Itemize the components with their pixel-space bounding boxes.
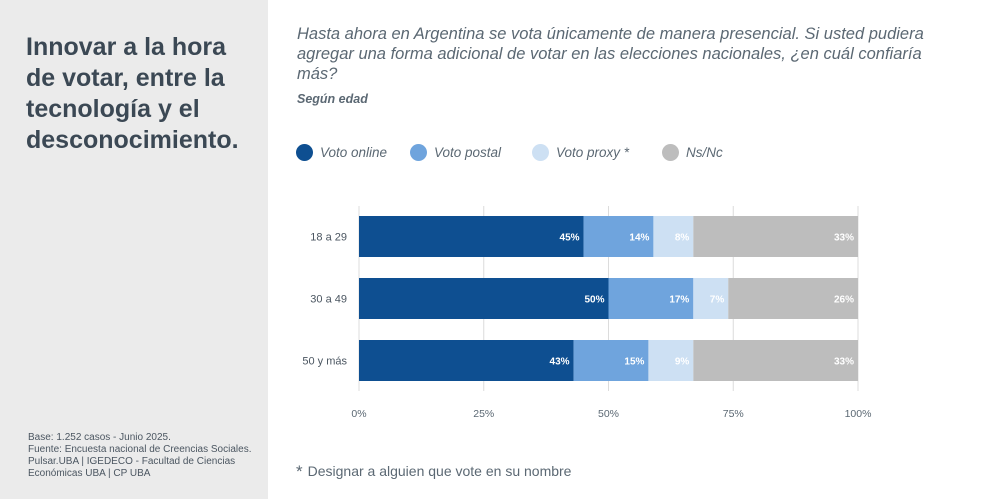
data-label: 9% [675, 357, 690, 368]
chart-subtitle: Según edad [297, 92, 368, 106]
data-label: 26% [834, 295, 854, 306]
data-label: 17% [669, 295, 689, 306]
bar-segment [728, 278, 858, 319]
legend-label-postal: Voto postal [434, 145, 502, 160]
bar-segment [653, 216, 694, 257]
category-label: 18 a 29 [310, 232, 347, 244]
data-label: 14% [629, 233, 649, 244]
footnote-star: * [296, 462, 303, 481]
bar-segment [693, 340, 858, 381]
footnote: * Designar a alguien que vote en su nombr… [296, 461, 571, 481]
bar-segment [693, 278, 729, 319]
chart-question: Hasta ahora en Argentina se vota únicame… [297, 25, 924, 83]
x-tick-label: 25% [473, 408, 494, 420]
bar-segment [359, 340, 574, 381]
x-tick-label: 100% [845, 408, 872, 420]
legend-dot-postal [410, 144, 427, 161]
legend-dot-nsnc [662, 144, 679, 161]
data-label: 15% [624, 357, 644, 368]
data-label: 33% [834, 357, 854, 368]
bar-segment [359, 216, 584, 257]
sidebar-panel: Innovar a la hora de votar, entre la tec… [0, 0, 268, 499]
bar-segment [573, 340, 649, 381]
bar-segment [693, 216, 858, 257]
legend-label-nsnc: Ns/Nc [686, 145, 723, 160]
data-label: 43% [550, 357, 570, 368]
legend-dot-proxy [532, 144, 549, 161]
category-label: 50 y más [302, 356, 347, 368]
category-label: 30 a 49 [310, 294, 347, 306]
legend-label-proxy: Voto proxy * [556, 145, 630, 160]
data-label: 50% [584, 295, 604, 306]
source-credits: Fuente: Encuesta nacional de Creencias S… [28, 444, 252, 479]
x-tick-label: 50% [598, 408, 619, 420]
data-label: 8% [675, 233, 690, 244]
bar-segment [608, 278, 694, 319]
x-tick-label: 75% [723, 408, 744, 420]
source-base: Base: 1.252 casos - Junio 2025. [28, 432, 171, 443]
bar-segment [648, 340, 694, 381]
data-label: 45% [560, 233, 580, 244]
bar-segment [583, 216, 654, 257]
legend-dot-online [296, 144, 313, 161]
data-label: 33% [834, 233, 854, 244]
data-label: 7% [710, 295, 725, 306]
legend-label-online: Voto online [320, 145, 388, 160]
page-title: Innovar a la hora de votar, entre la tec… [26, 33, 239, 154]
footnote-text: Designar a alguien que vote en su nombre [307, 463, 572, 479]
x-tick-label: 0% [351, 408, 366, 420]
source-note: Base: 1.252 casos - Junio 2025. Fuente: … [28, 432, 260, 480]
bar-segment [359, 278, 609, 319]
